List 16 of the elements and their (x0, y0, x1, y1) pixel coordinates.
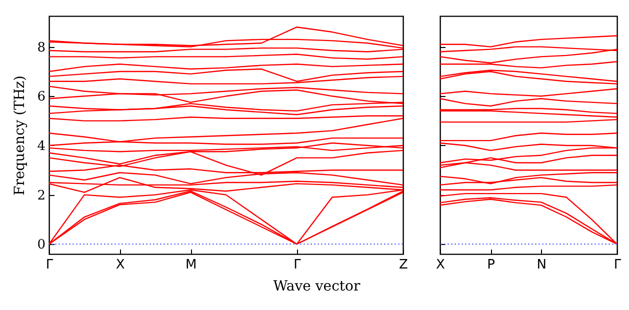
y-tick-label: 4 (37, 138, 46, 154)
x-tick-label: X (436, 258, 446, 272)
x-tick-label: M (185, 258, 197, 272)
x-tick-label: P (487, 258, 496, 272)
x-tick-label: X (116, 258, 125, 272)
y-tick-label: 0 (37, 238, 46, 253)
x-axis-title: Wave vector (273, 278, 360, 295)
y-tick-label: 6 (37, 90, 46, 105)
x-tick-label: Γ (46, 258, 54, 272)
x-tick-label: Γ (614, 258, 622, 272)
x-tick-label: Z (399, 258, 408, 272)
y-axis-title: Frequency (THz) (12, 75, 28, 196)
x-tick-label: Γ (294, 258, 302, 272)
y-tick-label: 2 (37, 188, 46, 204)
y-tick-label: 8 (37, 40, 46, 56)
x-tick-label: N (536, 258, 547, 272)
